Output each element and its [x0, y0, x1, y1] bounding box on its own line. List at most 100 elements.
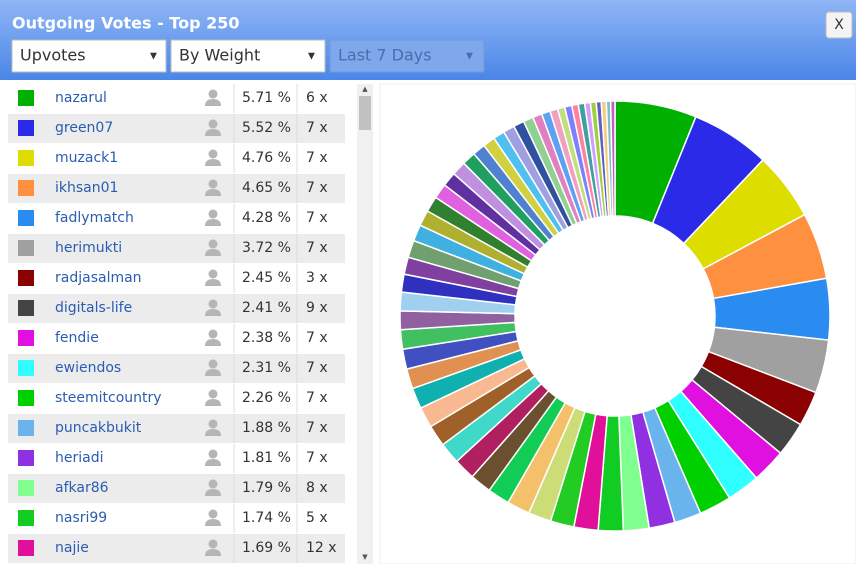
color-swatch: [18, 300, 34, 316]
color-swatch: [18, 450, 34, 466]
color-swatch: [18, 120, 34, 136]
scrollbar-track[interactable]: [357, 84, 373, 564]
color-swatch: [18, 90, 34, 106]
row-bg: [8, 534, 345, 563]
color-swatch: [18, 150, 34, 166]
scroll-up[interactable]: ▲: [362, 85, 368, 93]
dropdown-label[interactable]: By Weight: [179, 46, 260, 65]
weight-percent: 1.74 %: [242, 510, 291, 526]
row-bg: [8, 234, 345, 263]
vote-count: 9 x: [306, 300, 328, 316]
user-icon-body: [205, 189, 221, 196]
user-icon-body: [205, 459, 221, 466]
user-icon-head: [208, 269, 218, 279]
user-name: steemitcountry: [55, 390, 162, 406]
user-icon-head: [208, 149, 218, 159]
weight-percent: 1.79 %: [242, 480, 291, 496]
scrollbar-thumb[interactable]: [359, 96, 371, 130]
user-icon-head: [208, 89, 218, 99]
user-icon-body: [205, 489, 221, 496]
vote-count: 7 x: [306, 330, 328, 346]
row-bg: [8, 174, 345, 203]
user-name: ikhsan01: [55, 180, 118, 196]
vote-count: 7 x: [306, 450, 328, 466]
weight-percent: 2.26 %: [242, 390, 291, 406]
dropdown-arrow: ▼: [150, 52, 157, 62]
user-icon-head: [208, 479, 218, 489]
row-bg: [8, 444, 345, 473]
row-bg: [8, 264, 345, 293]
weight-percent: 5.52 %: [242, 120, 291, 136]
row-bg: [8, 294, 345, 323]
user-name: fadlymatch: [55, 210, 134, 226]
color-swatch: [18, 330, 34, 346]
dropdown-label: Last 7 Days: [338, 46, 432, 65]
user-name: digitals-life: [55, 300, 132, 316]
row-bg: [8, 504, 345, 533]
vote-count: 7 x: [306, 210, 328, 226]
vote-count: 3 x: [306, 270, 328, 286]
user-name: nazarul: [55, 90, 107, 106]
dropdown-arrow: ▼: [308, 52, 315, 62]
vote-count: 7 x: [306, 420, 328, 436]
color-swatch: [18, 390, 34, 406]
user-name: ewiendos: [55, 360, 121, 376]
user-icon-head: [208, 539, 218, 549]
close-label[interactable]: X: [834, 17, 844, 33]
weight-percent: 5.71 %: [242, 90, 291, 106]
donut-slice: [609, 100, 616, 217]
scroll-down[interactable]: ▼: [362, 553, 368, 561]
vote-count: 12 x: [306, 540, 337, 556]
user-icon-body: [205, 279, 221, 286]
vote-count: 7 x: [306, 240, 328, 256]
color-swatch: [18, 360, 34, 376]
color-swatch: [18, 420, 34, 436]
user-name: radjasalman: [55, 270, 142, 286]
weight-percent: 4.65 %: [242, 180, 291, 196]
user-icon-body: [205, 549, 221, 556]
weight-percent: 2.31 %: [242, 360, 291, 376]
row-bg: [8, 114, 345, 143]
vote-count: 7 x: [306, 360, 328, 376]
weight-percent: 2.41 %: [242, 300, 291, 316]
user-name: muzack1: [55, 150, 118, 166]
row-bg: [8, 384, 345, 413]
dropdown-arrow: ▼: [466, 52, 473, 62]
color-swatch: [18, 510, 34, 526]
dropdown-disabled: [329, 39, 485, 73]
user-name: najie: [55, 540, 89, 556]
user-name: herimukti: [55, 240, 122, 256]
user-icon-head: [208, 299, 218, 309]
user-icon-head: [208, 209, 218, 219]
row-bg: [8, 324, 345, 353]
user-icon-body: [205, 129, 221, 136]
weight-percent: 1.81 %: [242, 450, 291, 466]
user-icon-head: [208, 419, 218, 429]
vote-count: 6 x: [306, 90, 328, 106]
dropdown[interactable]: [170, 39, 326, 73]
user-icon-head: [208, 359, 218, 369]
user-name: afkar86: [55, 480, 109, 496]
user-icon-body: [205, 99, 221, 106]
user-icon-body: [205, 429, 221, 436]
row-bg: [8, 354, 345, 383]
close-button[interactable]: [825, 11, 853, 39]
dropdown-label[interactable]: Upvotes: [20, 46, 86, 65]
user-name: puncakbukit: [55, 420, 142, 436]
color-swatch: [18, 210, 34, 226]
user-icon-body: [205, 159, 221, 166]
dropdown[interactable]: [11, 39, 167, 73]
color-swatch: [18, 480, 34, 496]
user-icon-head: [208, 329, 218, 339]
dialog-title: Outgoing Votes - Top 250: [12, 14, 240, 33]
user-icon-body: [205, 249, 221, 256]
user-name: heriadi: [55, 450, 104, 466]
color-swatch: [18, 180, 34, 196]
row-bg: [8, 474, 345, 503]
user-icon-head: [208, 509, 218, 519]
color-swatch: [18, 240, 34, 256]
row-bg: [8, 84, 345, 113]
row-bg: [8, 414, 345, 443]
user-icon-head: [208, 449, 218, 459]
